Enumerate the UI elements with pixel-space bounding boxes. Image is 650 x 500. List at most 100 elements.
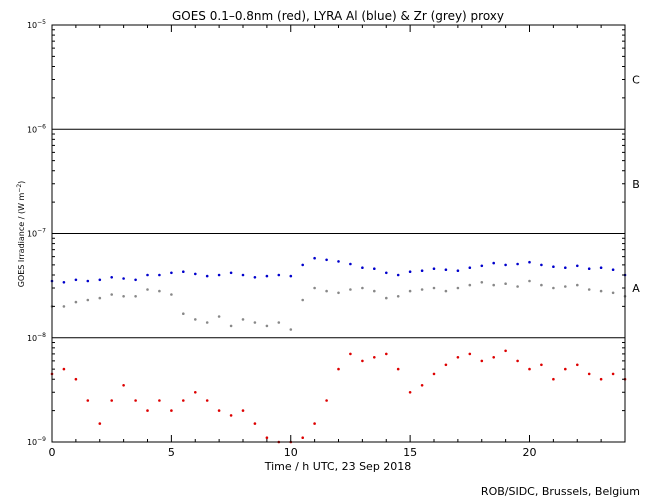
series-1-point bbox=[540, 283, 543, 287]
series-0-point bbox=[253, 276, 257, 279]
y-tick-label: 10−6 bbox=[27, 123, 46, 134]
series-2-point bbox=[552, 377, 555, 381]
series-2-point bbox=[122, 384, 125, 387]
series-2-point bbox=[313, 422, 316, 425]
series-0-point bbox=[170, 271, 173, 275]
series-2-point bbox=[146, 409, 149, 412]
credit-footer: ROB/SIDC, Brussels, Belgium bbox=[481, 485, 640, 498]
series-0-point bbox=[587, 267, 591, 271]
series-2-point bbox=[396, 367, 400, 371]
series-1-point bbox=[86, 298, 90, 302]
x-tick-label: 10 bbox=[284, 446, 298, 459]
series-0-point bbox=[373, 267, 376, 271]
series-1-point bbox=[396, 295, 400, 298]
series-1-point bbox=[587, 288, 591, 291]
series-0-point bbox=[432, 267, 436, 271]
series-0-point bbox=[110, 276, 113, 279]
flare-class-C: C bbox=[632, 74, 640, 87]
series-1-point bbox=[432, 286, 436, 290]
series-2-point bbox=[337, 367, 340, 371]
series-2-point bbox=[86, 399, 90, 402]
series-0-point bbox=[396, 273, 400, 277]
series-1-point bbox=[134, 295, 137, 298]
series-2-point bbox=[74, 377, 78, 381]
series-2-point bbox=[134, 399, 137, 402]
series-2-point bbox=[373, 356, 376, 359]
series-2-point bbox=[528, 367, 531, 371]
series-0-point bbox=[74, 278, 78, 282]
series-0-point bbox=[277, 273, 281, 277]
x-tick-label: 15 bbox=[403, 446, 417, 459]
series-2-point bbox=[587, 372, 591, 376]
y-tick-label: 10−5 bbox=[27, 19, 46, 30]
flare-class-labels: A B C bbox=[632, 74, 640, 295]
series-2-point bbox=[349, 352, 352, 356]
series-1-point bbox=[468, 283, 472, 287]
series-0-point bbox=[444, 268, 448, 272]
series-1-point bbox=[241, 318, 245, 321]
series-0-point bbox=[420, 269, 424, 273]
series-2-point bbox=[325, 399, 328, 402]
series-0-point bbox=[205, 274, 209, 278]
x-tick-label: 0 bbox=[49, 446, 56, 459]
series-0-point bbox=[349, 262, 352, 266]
series-0-point bbox=[241, 273, 245, 277]
series-2-point bbox=[516, 359, 519, 363]
series-0-point bbox=[217, 273, 221, 277]
series-0-point bbox=[528, 260, 531, 264]
y-tick-label: 10−8 bbox=[27, 332, 46, 343]
series-1-point bbox=[420, 288, 424, 291]
series-2-point bbox=[408, 391, 412, 394]
series-0 bbox=[50, 256, 627, 284]
y-axis-label-close: ) bbox=[17, 181, 26, 184]
series-0-point bbox=[492, 261, 496, 265]
series-1-point bbox=[325, 289, 328, 293]
series-1-point bbox=[349, 288, 352, 291]
series-1-point bbox=[599, 289, 603, 293]
series-2-point bbox=[444, 363, 448, 367]
y-tick-label: 10−7 bbox=[27, 228, 46, 239]
series-2-point bbox=[98, 422, 102, 425]
series-1-point bbox=[444, 289, 448, 293]
series-0-point bbox=[456, 269, 460, 273]
series-2-point bbox=[432, 372, 436, 376]
data-series bbox=[50, 256, 627, 444]
series-0-point bbox=[86, 279, 90, 283]
series-1-point bbox=[456, 286, 460, 290]
series-1-point bbox=[313, 286, 316, 290]
series-1-point bbox=[253, 321, 257, 324]
series-1-point bbox=[122, 295, 125, 298]
series-1-point bbox=[528, 279, 531, 283]
series-2-point bbox=[611, 372, 615, 376]
series-0-point bbox=[229, 271, 233, 275]
series-1-point bbox=[492, 283, 496, 287]
flare-class-A: A bbox=[632, 282, 640, 295]
series-0-point bbox=[480, 264, 484, 268]
series-2-point bbox=[253, 422, 257, 425]
series-2-point bbox=[504, 349, 507, 353]
series-2-point bbox=[158, 399, 161, 402]
series-0-point bbox=[122, 277, 125, 280]
series-0-point bbox=[194, 272, 197, 276]
series-0-point bbox=[146, 273, 149, 277]
series-0-point bbox=[182, 270, 185, 274]
series-2-point bbox=[241, 409, 245, 412]
x-tick-label: 20 bbox=[523, 446, 537, 459]
series-2-point bbox=[170, 409, 173, 412]
series-0-point bbox=[564, 266, 567, 270]
y-axis-label-main: GOES Irradiance / (W m bbox=[17, 192, 26, 287]
series-1-point bbox=[98, 296, 102, 300]
series-0-point bbox=[337, 260, 340, 263]
series-2-point bbox=[301, 436, 305, 440]
series-0-point bbox=[158, 273, 161, 277]
series-0-point bbox=[504, 263, 507, 267]
series-1-point bbox=[504, 282, 507, 286]
x-axis-label: Time / h UTC, 23 Sep 2018 bbox=[264, 460, 412, 473]
series-1-point bbox=[373, 289, 376, 293]
series-0-point bbox=[134, 278, 137, 282]
series-2-point bbox=[205, 399, 209, 402]
series-1-point bbox=[552, 286, 555, 290]
threshold-lines bbox=[52, 128, 625, 339]
series-0-point bbox=[98, 278, 102, 282]
